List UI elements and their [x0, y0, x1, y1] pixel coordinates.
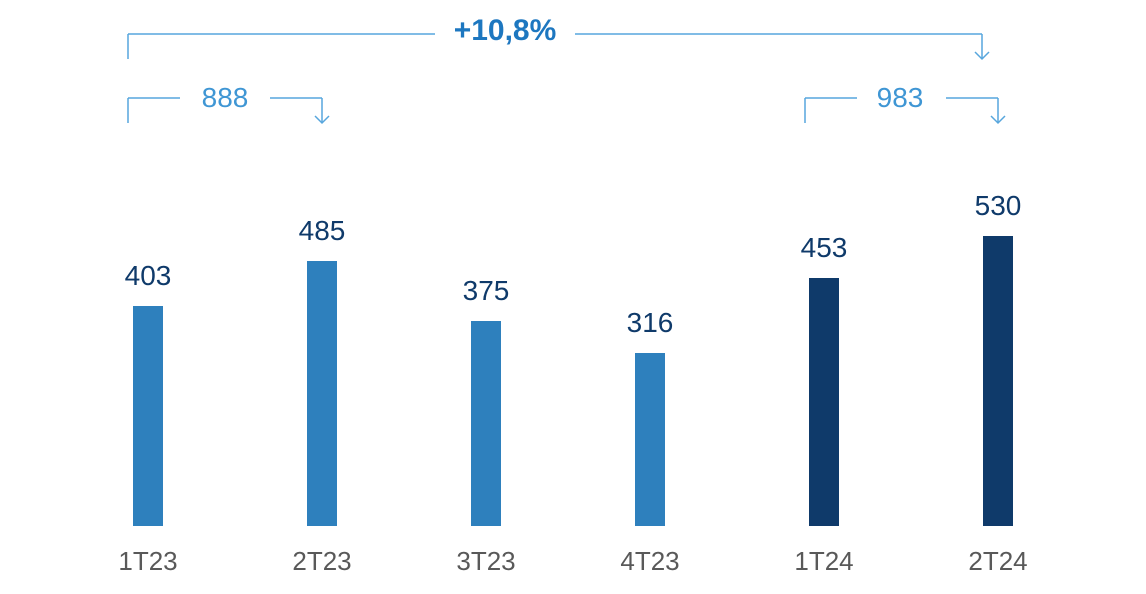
chart-stage: +10,8% 888 983 403 485 375 316 453 530 1…	[0, 0, 1146, 594]
bar-0	[133, 306, 163, 527]
category-label-2: 3T23	[416, 546, 556, 577]
value-label-3: 316	[590, 307, 710, 339]
value-label-5: 530	[938, 190, 1058, 222]
category-label-0: 1T23	[78, 546, 218, 577]
bar-3	[635, 353, 665, 526]
bar-1	[307, 261, 337, 526]
group-sum-0: 888	[125, 82, 325, 114]
category-label-1: 2T23	[252, 546, 392, 577]
value-label-1: 485	[262, 215, 382, 247]
group-sum-1: 983	[800, 82, 1000, 114]
value-label-0: 403	[88, 260, 208, 292]
category-label-5: 2T24	[928, 546, 1068, 577]
category-label-4: 1T24	[754, 546, 894, 577]
bar-2	[471, 321, 501, 526]
category-label-3: 4T23	[580, 546, 720, 577]
growth-annotation: +10,8%	[405, 14, 605, 48]
bar-5	[983, 236, 1013, 526]
value-label-2: 375	[426, 275, 546, 307]
bar-4	[809, 278, 839, 526]
value-label-4: 453	[764, 232, 884, 264]
